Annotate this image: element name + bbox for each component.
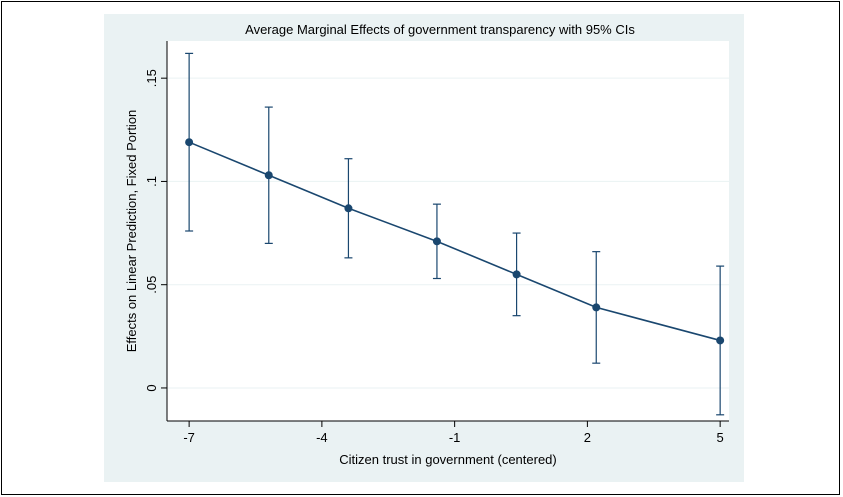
y-tick-label-1: .05 [144,276,159,294]
data-point-4 [512,270,521,279]
chart-title: Average Marginal Effects of government t… [245,22,635,37]
x-tick-label-1: -4 [316,430,328,445]
data-point-3 [432,237,441,246]
x-tick-label-4: 5 [717,430,724,445]
x-tick-label-3: 2 [584,430,591,445]
y-axis-label: Effects on Linear Prediction, Fixed Port… [124,110,139,353]
data-point-2 [344,204,353,213]
plot-area [167,41,729,421]
x-tick-label-2: -1 [449,430,461,445]
tick-labels: 0 .05 .1 .15 -7 -4 -1 2 5 [144,69,724,445]
axes [166,41,729,422]
data-point-6 [716,336,725,345]
tick-marks [161,77,721,427]
y-tick-label-3: .15 [144,69,159,87]
series-points [185,138,725,345]
y-tick-label-2: .1 [144,176,159,187]
x-axis-label: Citizen trust in government (centered) [339,452,556,467]
data-point-5 [592,303,601,312]
x-tick-label-0: -7 [183,430,195,445]
data-point-1 [264,171,273,180]
y-tick-label-0: 0 [144,384,159,391]
gridlines [167,77,729,389]
data-point-0 [185,138,194,147]
